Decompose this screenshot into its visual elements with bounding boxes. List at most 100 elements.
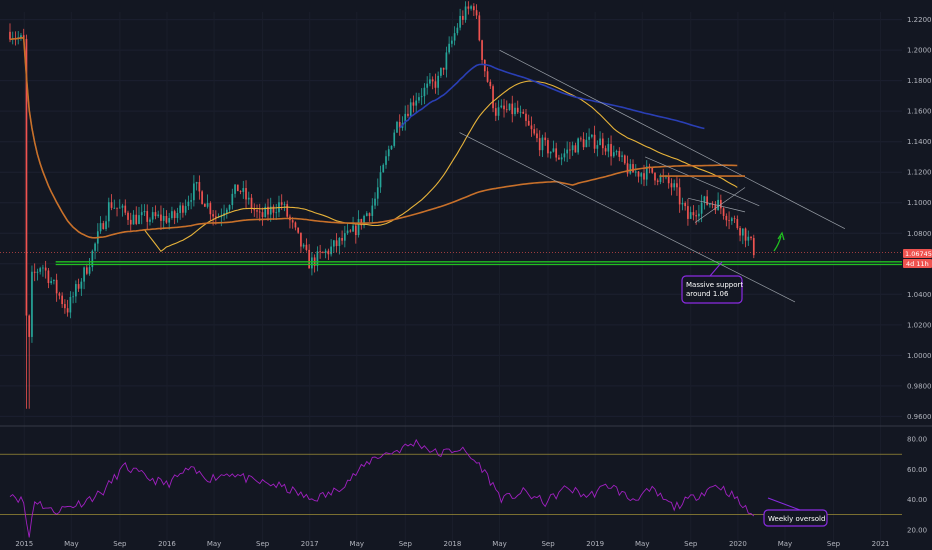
candle-body [149,219,151,222]
rsi-y-tick-label: 20.00 [907,526,927,534]
rsi-y-tick-label: 80.00 [907,436,927,444]
wedge-upper [644,156,760,207]
anchored-vwap [399,63,705,130]
candle-body [709,204,711,205]
flag-line [694,187,746,223]
candle-body [250,197,253,209]
candle-body [140,212,143,216]
candle-body [173,211,176,219]
y-tick-label: 1.16000 [907,108,932,116]
candle-body [247,197,250,200]
x-tick-label: May [64,540,78,548]
candle-body [242,188,245,192]
candle-body [654,172,656,181]
candle-body [596,145,599,149]
candle-body [212,214,214,217]
bounce-arrow-icon [773,231,785,252]
y-tick-label: 1.04000 [907,291,932,299]
rsi-line [9,438,755,538]
candle-body [187,201,190,207]
candle-body [426,83,429,88]
candle-body [481,40,483,60]
candle-body [560,157,563,160]
candle-body [44,267,47,271]
candle-body [368,213,371,216]
candle-body [577,138,579,153]
moving-average-200 [9,36,738,239]
price-pane[interactable] [9,1,755,409]
candle-body [703,196,706,203]
candle-body [533,129,536,134]
candle-body [102,223,105,229]
candle-body [66,308,69,313]
candle-body [311,257,313,269]
candle-body [728,220,730,222]
candle-body [121,205,124,208]
candle-body [157,214,160,217]
candle-body [385,156,387,165]
y-tick-label: 1.10000 [907,199,932,207]
candle-body [588,136,590,140]
candle-body [146,211,149,222]
candle-body [53,279,55,282]
candle-body [698,213,700,217]
candle-body [580,138,582,140]
oversold-annotation: Weekly oversold [763,497,828,527]
candle-body [566,149,569,154]
oversold-annotation-box [763,509,828,527]
candle-body [305,244,308,250]
candle-body [645,166,648,180]
candle-body [94,243,96,251]
candle-body [725,215,728,221]
candle-body [143,211,146,213]
candle-body [621,155,623,157]
candle-body [656,180,659,182]
candle-body [516,107,519,113]
candle-body [648,166,651,168]
y-tick-label: 1.08000 [907,230,932,238]
candle-body [456,27,459,34]
rsi-pane[interactable] [0,438,902,538]
candle-body [77,284,80,289]
candle-body [55,279,58,294]
candle-body [236,184,239,192]
candle-body [280,202,283,205]
candle-body [462,15,464,20]
candle-body [612,152,615,157]
candle-body [376,187,379,199]
candle-body [39,268,42,272]
candle-body [264,206,267,217]
support-annotation-line1: Massive support [686,281,743,289]
candle-body [110,202,113,208]
y-tick-label: 1.02000 [907,321,932,329]
candle-body [129,219,132,225]
candle-body [107,202,110,222]
candle-body [33,271,36,273]
candle-body [116,207,118,209]
rsi-y-tick-label: 60.00 [907,466,927,474]
candle-body [623,155,626,164]
candle-body [204,203,206,207]
candle-body [440,67,442,76]
candle-body [214,216,217,218]
candle-body [275,212,278,214]
candle-body [335,240,338,247]
candle-body [610,144,612,157]
candle-body [665,176,667,178]
candle-body [75,284,77,297]
candle-body [47,270,50,284]
candle-body [431,79,434,82]
candle-body [497,107,500,116]
candle-body [632,164,634,173]
candle-body [61,295,63,305]
x-tick-label: May [778,540,792,548]
axes: 1.22000 1.20000 1.18000 1.16000 1.14000 1.120… [15,16,932,548]
x-tick-label: May [207,540,221,548]
candle-body [127,212,129,220]
candle-body [297,227,300,233]
candle-body [429,79,431,84]
y-tick-label: 0.96000 [907,413,932,421]
candle-body [467,6,470,9]
y-tick-label: 1.20000 [907,47,932,55]
